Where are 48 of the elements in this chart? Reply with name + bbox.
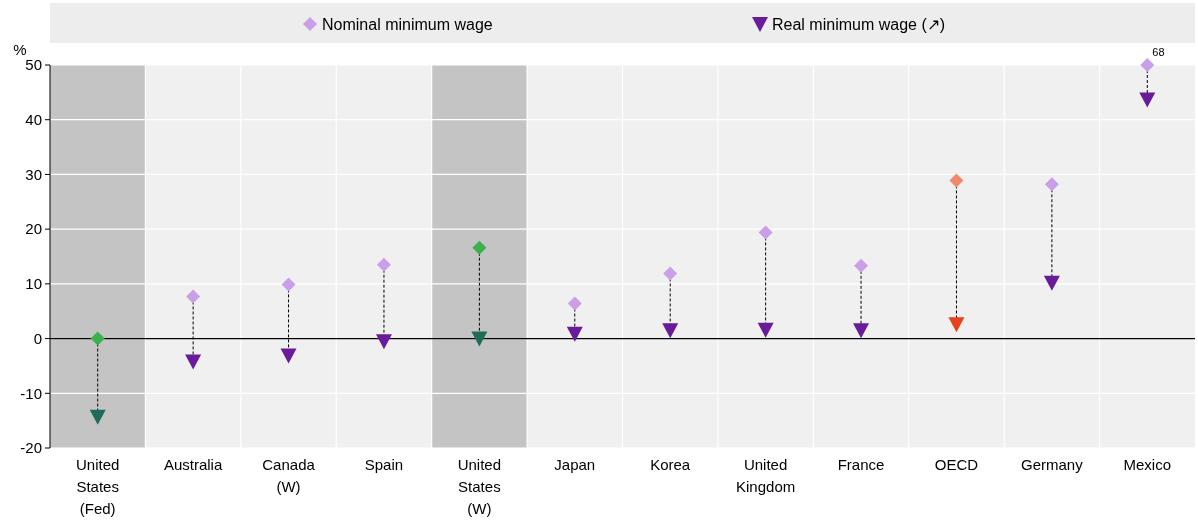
- point: [186, 289, 201, 304]
- y-tick-label: 50: [25, 56, 42, 74]
- point: [949, 173, 964, 188]
- point: [663, 266, 678, 281]
- legend-label: Real minimum wage (↗): [772, 15, 946, 33]
- point: [758, 225, 773, 240]
- x-tick-label: Mexico: [1123, 456, 1172, 473]
- point: [90, 331, 105, 346]
- x-tick-label: France: [837, 456, 885, 473]
- x-tick-label: United Kingdom: [736, 456, 796, 495]
- x-tick-label: Australia: [163, 456, 223, 473]
- point: [89, 409, 106, 425]
- point: [281, 277, 296, 292]
- point: [375, 334, 392, 350]
- y-tick-label: -10: [20, 384, 42, 402]
- point: [854, 258, 869, 273]
- point: [1139, 92, 1156, 108]
- point: [567, 296, 582, 311]
- legend-label: Nominal minimum wage: [322, 15, 493, 33]
- point: [280, 348, 297, 364]
- x-tick-label: Germany: [1021, 456, 1084, 473]
- x-tick-label: Korea: [650, 456, 691, 473]
- x-tick-label: Japan: [554, 456, 596, 473]
- annotation: 68: [1152, 46, 1165, 58]
- x-tick-label: United States (W): [457, 456, 502, 517]
- y-tick-label: 20: [25, 220, 42, 238]
- point: [566, 326, 583, 342]
- point: [1140, 58, 1155, 72]
- point: [185, 354, 202, 370]
- point: [662, 323, 679, 339]
- point: [472, 240, 487, 255]
- point: [376, 257, 391, 272]
- point: [1043, 275, 1060, 291]
- point: [948, 317, 965, 333]
- y-axis-title: %: [13, 41, 27, 58]
- y-tick-label: 30: [25, 165, 42, 183]
- x-tick-label: OECD: [934, 456, 979, 473]
- point: [757, 322, 774, 338]
- y-tick-label: -20: [20, 439, 42, 457]
- y-tick-label: 0: [33, 329, 42, 347]
- x-tick-label: Spain: [364, 456, 404, 473]
- point: [1044, 177, 1059, 192]
- x-tick-label: Canada (W): [262, 456, 316, 495]
- x-tick-label: United States (Fed): [76, 456, 120, 517]
- point: [471, 331, 488, 347]
- point: [853, 323, 870, 339]
- y-tick-label: 10: [25, 275, 42, 293]
- y-tick-label: 40: [25, 110, 42, 128]
